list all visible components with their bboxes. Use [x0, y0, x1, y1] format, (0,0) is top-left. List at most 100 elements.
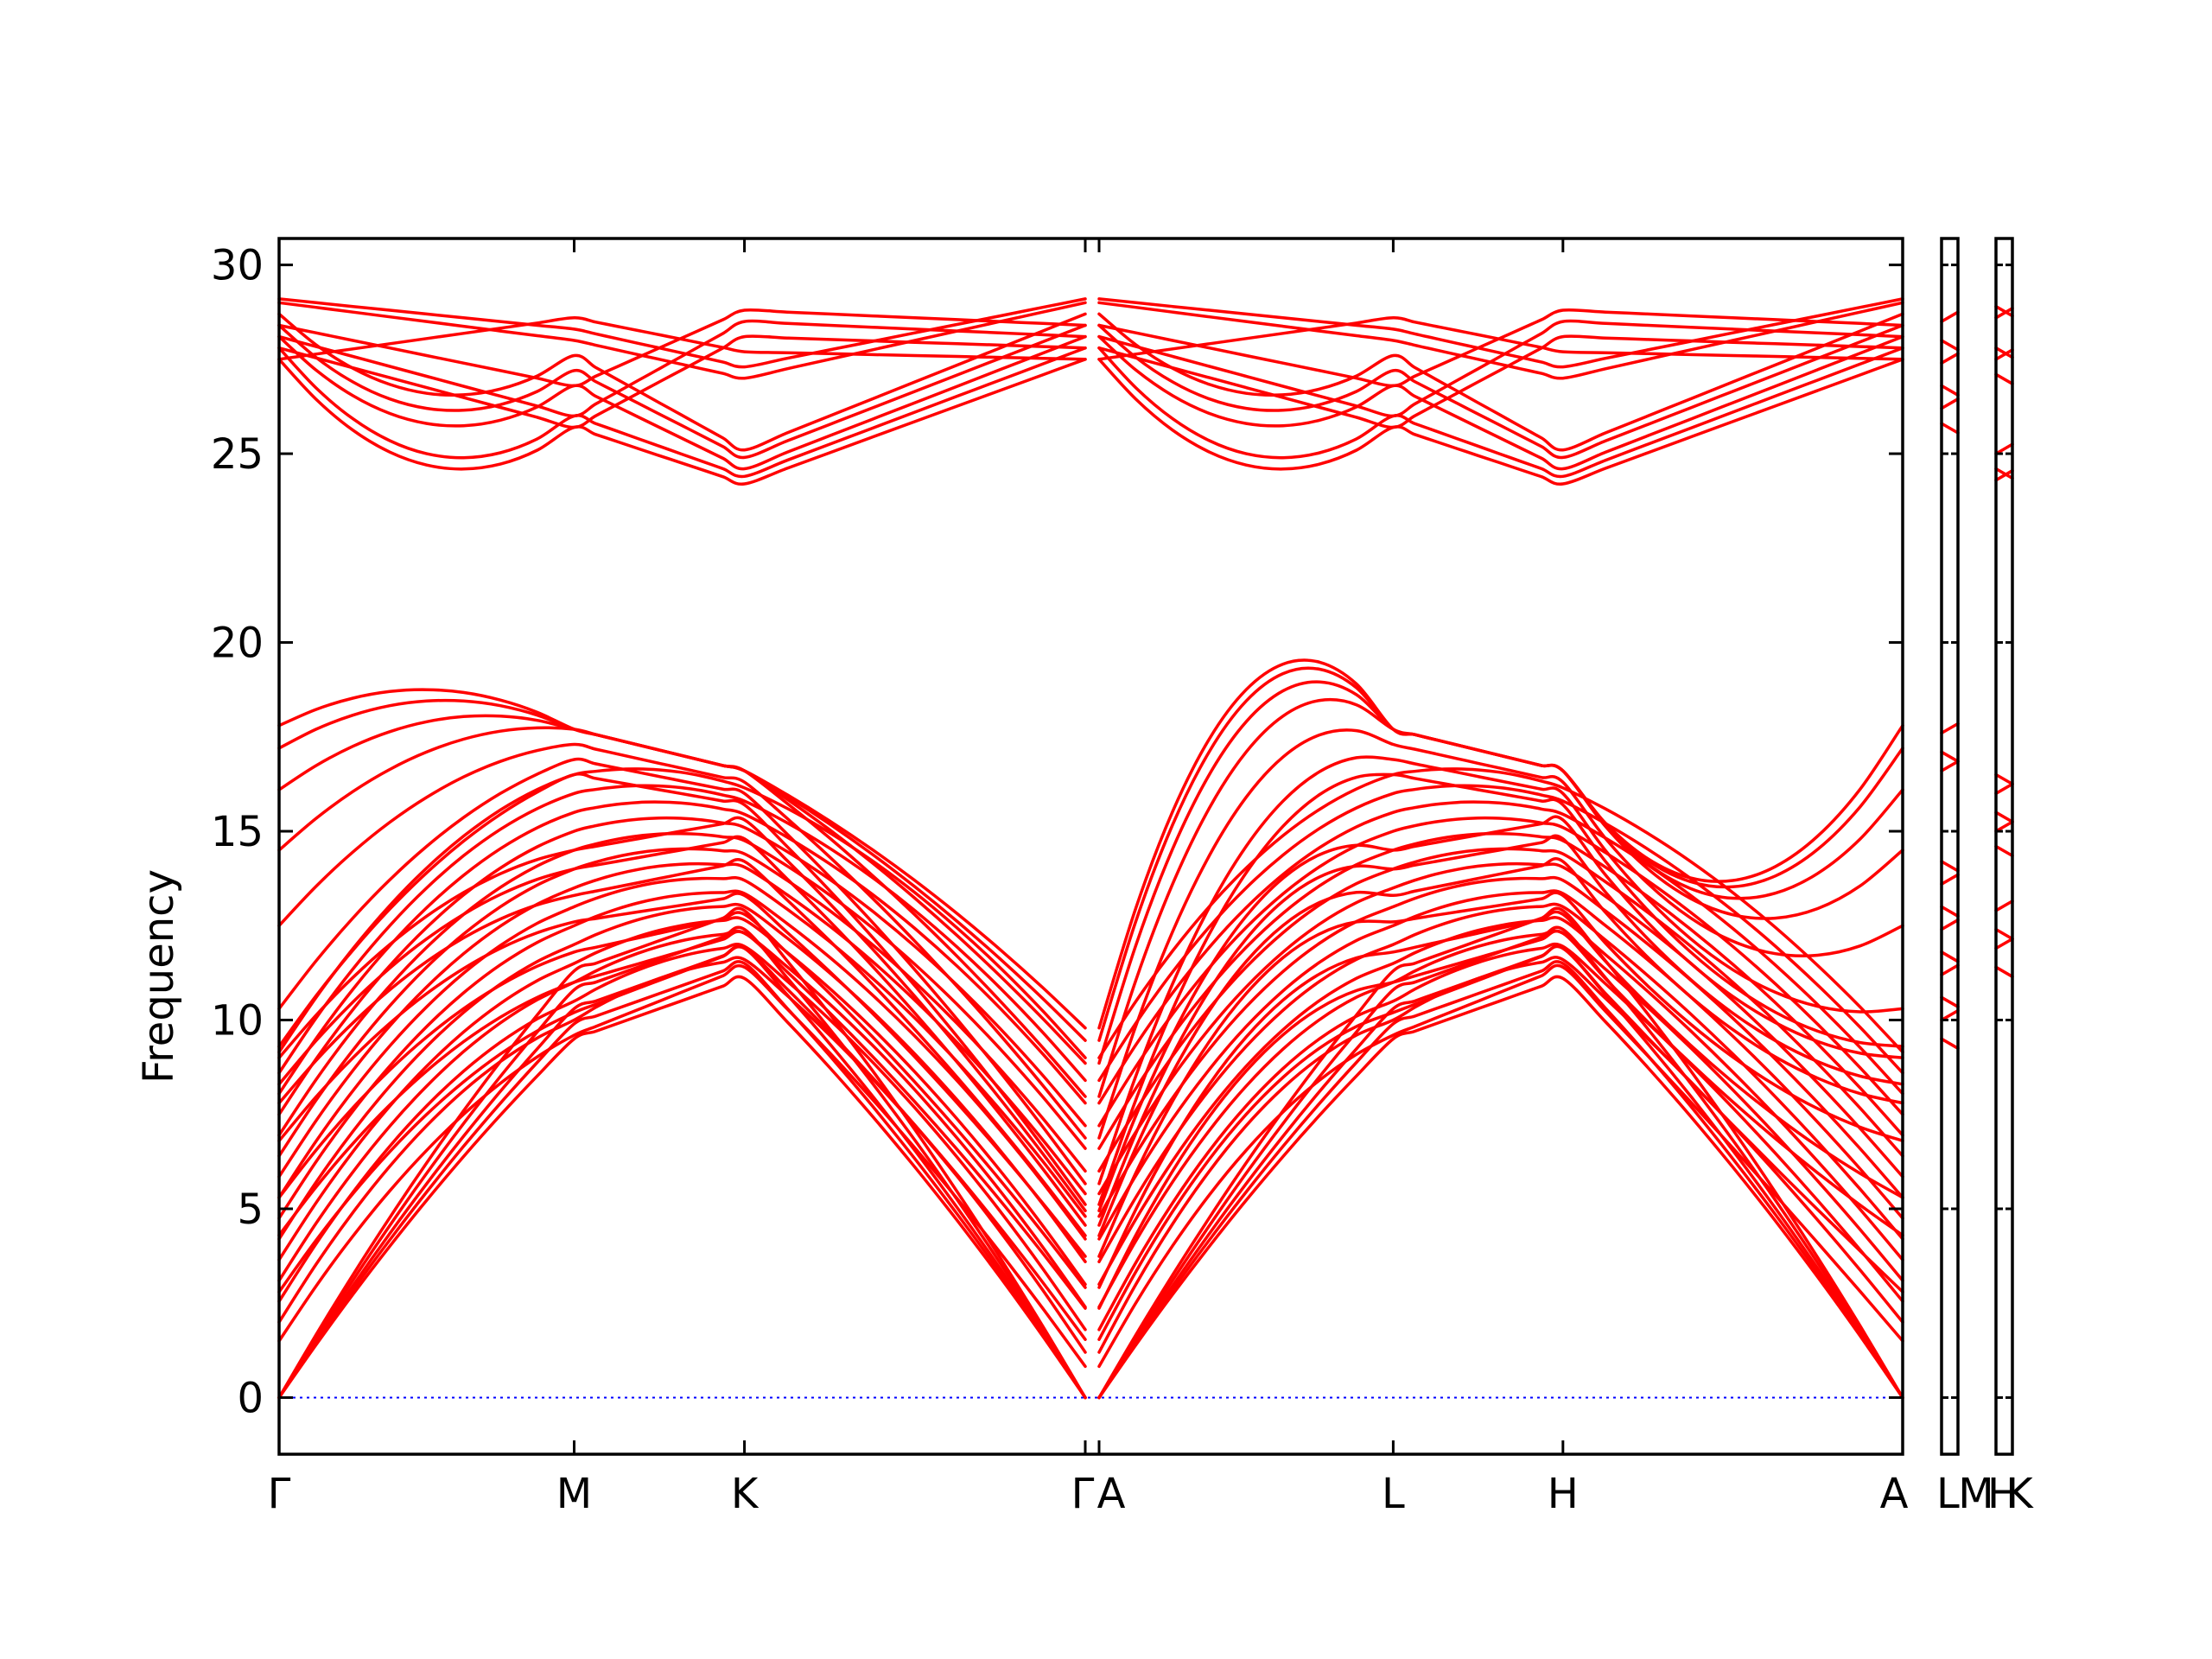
- band-line-47: [1097, 916, 1904, 1287]
- y-tick-label-4: 20: [211, 620, 264, 668]
- band-line-1: [1097, 975, 1904, 1400]
- band-line-70: [277, 346, 1087, 479]
- band-line-57: [1097, 847, 1904, 1173]
- band-line-22: [277, 835, 1087, 1227]
- kpoint-label-10: H: [1987, 1470, 2018, 1518]
- band-line-45: [1097, 929, 1904, 1309]
- band-line-50: [277, 889, 1087, 1241]
- bands-side2-band-0: [1994, 965, 2014, 979]
- band-line-61: [1097, 816, 1904, 1128]
- band-line-62: [277, 800, 1087, 1105]
- band-line-69: [1097, 358, 1904, 486]
- bands-side1-band-2: [1940, 995, 1960, 1008]
- band-line-71: [1097, 346, 1904, 479]
- band-line-8: [277, 906, 1087, 1400]
- band-line-43: [1097, 942, 1904, 1332]
- kpoint-label-4: A: [1097, 1470, 1126, 1518]
- band-line-76: [277, 312, 1087, 452]
- band-line-64: [277, 784, 1087, 1083]
- bands-side2-band-5: [1994, 820, 2014, 833]
- bands-side1-band-12: [1940, 422, 1960, 435]
- band-line-78: [277, 301, 1087, 380]
- band-line-25: [1097, 815, 1904, 1212]
- kpoint-label-1: M: [556, 1470, 592, 1518]
- band-line-2: [277, 960, 1087, 1400]
- kpoint-label-9: M: [1958, 1470, 1993, 1518]
- bands-side1-band-7: [1940, 873, 1960, 886]
- bands-side2-band-14: [1994, 346, 2014, 359]
- band-line-60: [277, 816, 1087, 1128]
- kpoint-label-11: K: [2005, 1470, 2034, 1518]
- band-line-65: [1097, 784, 1904, 1083]
- band-line-29: [1097, 755, 1904, 1185]
- band-line-38: [277, 688, 1087, 1030]
- band-line-32: [277, 726, 1087, 1098]
- band-line-11: [1097, 963, 1904, 1369]
- bands-side2-band-3: [1994, 899, 2014, 912]
- band-line-87: [1097, 319, 1904, 418]
- band-line-26: [277, 772, 1087, 1206]
- band-line-89: [1097, 308, 1904, 388]
- band-line-48: [277, 902, 1087, 1263]
- band-line-79: [1097, 301, 1904, 380]
- bands-side1-band-8: [1940, 860, 1960, 873]
- bands-side1-band-13: [1940, 397, 1960, 410]
- bands-side1-band-11: [1940, 721, 1960, 735]
- band-line-14: [277, 930, 1087, 1310]
- bands-side1-band-6: [1940, 905, 1960, 918]
- bands-side2-band-2: [1994, 927, 2014, 941]
- y-axis-label: Frequency: [135, 869, 183, 1084]
- band-line-56: [277, 847, 1087, 1173]
- kpoint-label-0: Γ: [268, 1470, 291, 1518]
- kpoint-label-6: H: [1548, 1470, 1579, 1518]
- band-line-53: [1097, 875, 1904, 1218]
- bands-side2-band-15: [1994, 307, 2014, 320]
- band-line-72: [277, 334, 1087, 471]
- band-line-66: [277, 767, 1087, 1059]
- band-line-20: [277, 858, 1087, 1237]
- side-frame-1: [1940, 237, 1960, 1456]
- band-line-63: [1097, 800, 1904, 1105]
- band-line-15: [1097, 929, 1904, 1310]
- bands-side2-band-12: [1994, 372, 2014, 385]
- bands-side1-band-0: [1940, 1037, 1960, 1051]
- band-line-17: [1097, 910, 1904, 1289]
- band-line-40: [277, 956, 1087, 1354]
- kpoint-label-3: Γ: [1071, 1470, 1095, 1518]
- band-line-58: [277, 832, 1087, 1150]
- y-tick-label-1: 5: [237, 1185, 264, 1234]
- bands-side1-band-16: [1940, 339, 1960, 352]
- band-line-30: [277, 742, 1087, 1140]
- band-line-55: [1097, 861, 1904, 1196]
- band-line-9: [1097, 906, 1904, 1400]
- band-line-86: [277, 319, 1087, 418]
- kpoint-label-8: L: [1936, 1470, 1960, 1518]
- band-line-7: [1097, 925, 1904, 1400]
- band-line-39: [1097, 658, 1904, 1030]
- bands-side-panel-1: [1940, 310, 1960, 1051]
- bands-side2-band-9: [1994, 468, 2014, 482]
- band-line-85: [1097, 334, 1904, 429]
- band-line-73: [1097, 334, 1904, 471]
- y-tick-label-0: 0: [237, 1374, 264, 1422]
- band-line-6: [277, 925, 1087, 1400]
- bands-side2-band-11: [1994, 442, 2014, 455]
- band-line-46: [277, 916, 1087, 1287]
- bands-side1-band-17: [1940, 310, 1960, 323]
- y-tick-label-3: 15: [211, 808, 264, 856]
- bands-side2-band-7: [1994, 782, 2014, 796]
- band-line-67: [1097, 767, 1904, 1059]
- band-line-10: [277, 963, 1087, 1369]
- bands-side2-band-6: [1994, 810, 2014, 823]
- band-line-75: [1097, 323, 1904, 460]
- band-line-3: [1097, 960, 1904, 1400]
- band-line-82: [277, 316, 1087, 361]
- band-line-54: [277, 861, 1087, 1196]
- kpoint-label-5: L: [1382, 1470, 1405, 1518]
- y-tick-label-2: 10: [211, 997, 264, 1046]
- bands-side1-band-9: [1940, 760, 1960, 772]
- bands-side2-band-13: [1994, 348, 2014, 361]
- bands-side2-band-8: [1994, 772, 2014, 786]
